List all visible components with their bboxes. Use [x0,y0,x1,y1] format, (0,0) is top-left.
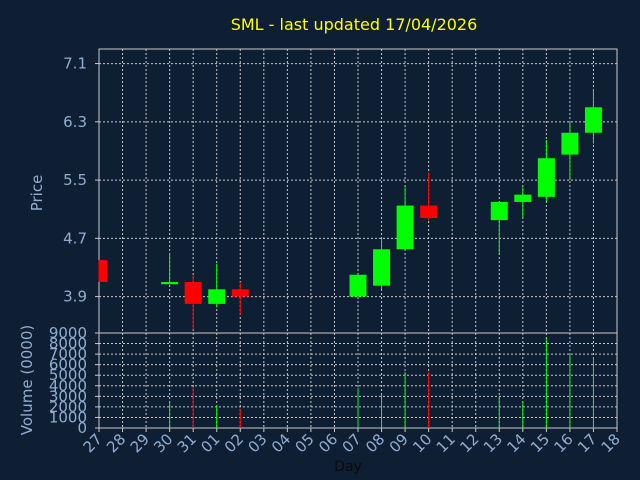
volume-tick-label: 0 [77,419,87,437]
x-tick-label: 30 [150,430,176,456]
x-tick-label: 10 [409,430,435,456]
price-tick-label: 7.1 [63,55,87,73]
candle-body [561,132,579,155]
x-tick-label: 11 [433,430,459,456]
candle-body [584,107,602,133]
x-tick-label: 13 [480,430,506,456]
x-tick-label: 14 [503,430,529,456]
volume-tick-label: 7000 [49,345,87,363]
candle-body [161,282,179,285]
x-tick-label: 29 [127,430,153,456]
x-tick-label: 28 [103,430,129,456]
x-tick-label: 09 [386,430,412,456]
volume-tick-label: 2000 [49,398,87,416]
x-tick-label: 15 [527,430,553,456]
candle-body [420,205,438,218]
x-tick-label: 18 [598,430,624,456]
price-tick-label: 5.5 [63,171,87,189]
x-tick-label: 06 [315,430,341,456]
price-tick-label: 6.3 [63,113,87,131]
candle-body [490,201,508,221]
x-tick-label: 08 [362,430,388,456]
candle-body [514,194,532,202]
x-tick-label: 02 [221,430,247,456]
volume-tick-label: 8000 [49,335,87,353]
x-tick-label: 04 [268,430,294,456]
volume-tick-label: 6000 [49,356,87,374]
x-tick-label: 05 [292,430,318,456]
x-tick-label: 31 [174,430,200,456]
candle-body [231,289,249,297]
x-axis-label: Day [334,459,362,475]
x-tick-label: 07 [339,430,365,456]
x-tick-label: 01 [197,430,223,456]
volume-tick-label: 9000 [49,324,87,342]
candle-body [349,274,367,297]
volume-tick-label: 1000 [49,408,87,426]
price-tick-label: 4.7 [63,229,87,247]
candle-body [396,205,414,250]
candle-body [99,260,108,283]
volume-tick-label: 5000 [49,366,87,384]
candle-body [537,158,555,197]
x-tick-label: 03 [244,430,270,456]
candle-body [208,289,226,304]
price-panel: 3.9 4.7 5.5 6.3 7.1 [63,48,618,334]
price-tick-label: 3.9 [63,288,87,306]
x-tick-label: 16 [551,430,577,456]
price-axis-label: Price [28,175,46,212]
volume-tick-label: 4000 [49,377,87,395]
x-tick-label: 12 [456,430,482,456]
chart-title: SML - last updated 17/04/2026 [231,15,478,34]
candle-body [373,249,391,286]
candle-body [184,282,202,304]
x-tick-label: 17 [574,430,600,456]
volume-tick-label: 3000 [49,387,87,405]
volume-axis-label: Volume (0000) [18,325,36,435]
x-axis: 2728293031010203040506070809101112131415… [80,428,624,456]
